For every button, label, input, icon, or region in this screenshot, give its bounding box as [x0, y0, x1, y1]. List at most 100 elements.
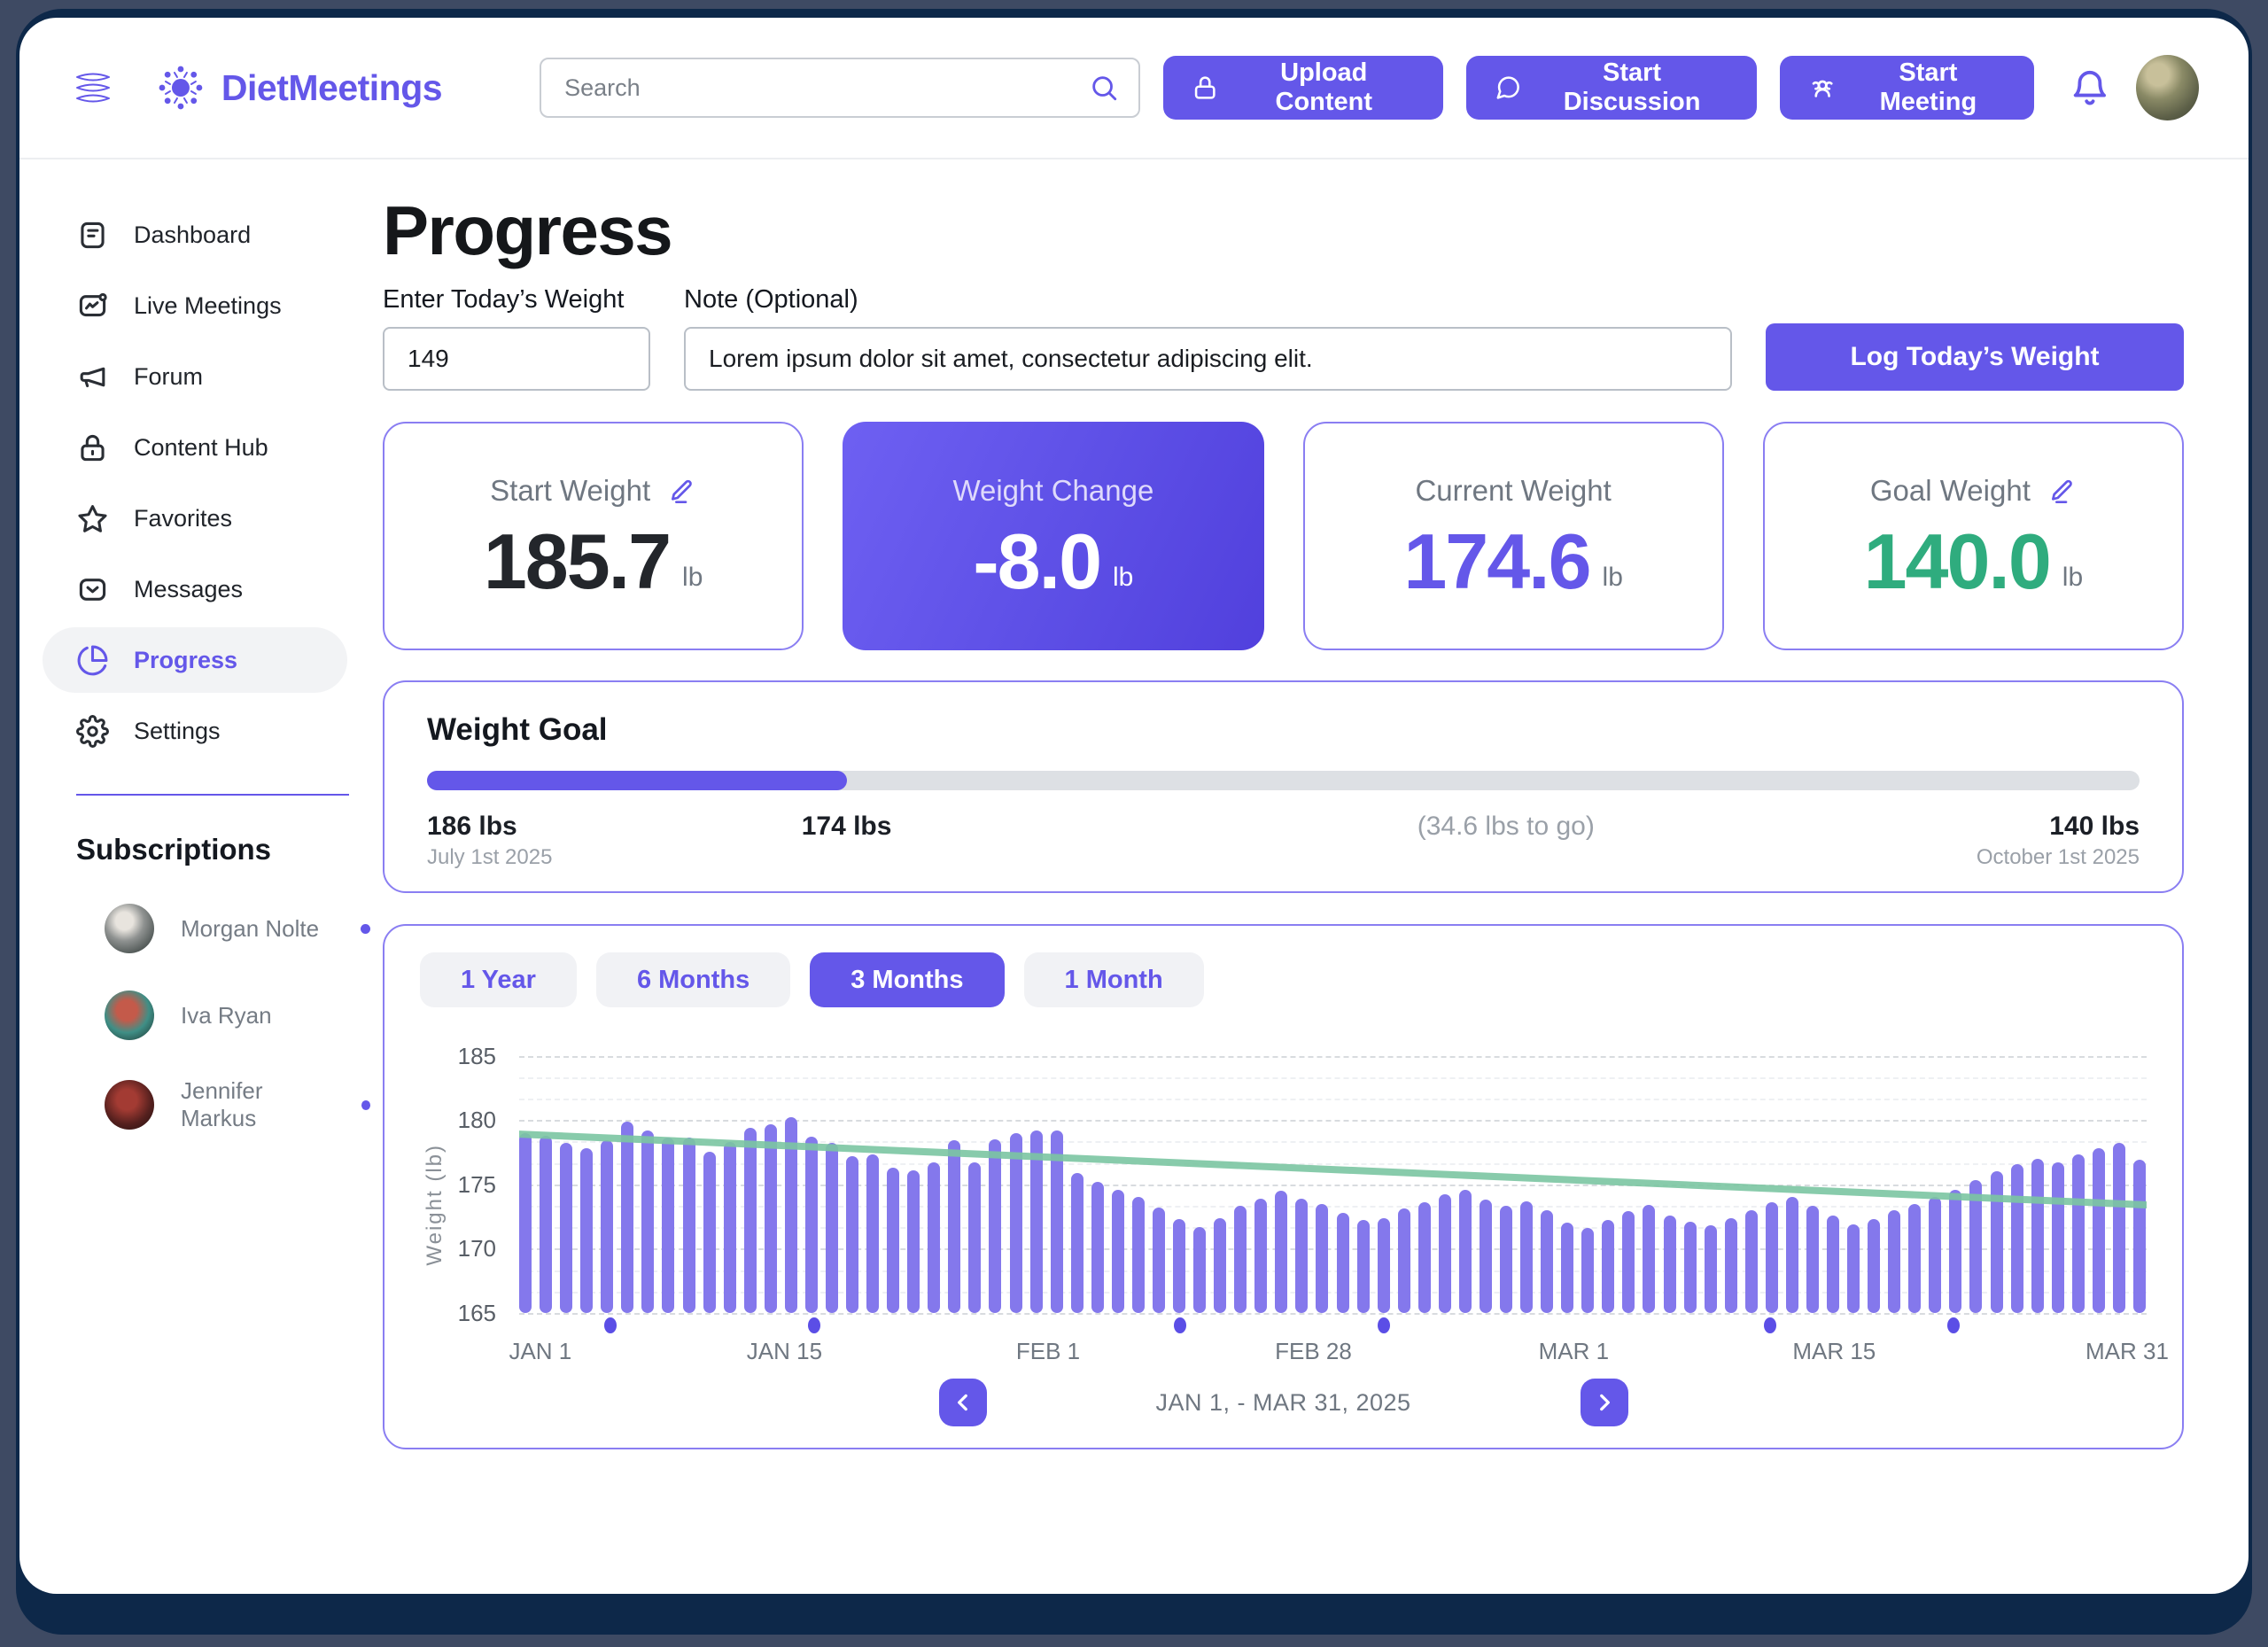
edit-pencil-icon[interactable]: [668, 477, 696, 505]
weight-input-label: Enter Today’s Weight: [383, 285, 625, 314]
next-range-button[interactable]: [1580, 1379, 1628, 1426]
chart-bar: [907, 1169, 920, 1313]
chart-bar: [1724, 1217, 1737, 1313]
note-input[interactable]: [684, 327, 1732, 391]
chart-bar: [1234, 1206, 1247, 1313]
chart-bar: [1908, 1203, 1922, 1313]
chart-range-tabs: 1 Year 6 Months 3 Months 1 Month: [420, 952, 2147, 1007]
chart-bar: [1847, 1224, 1860, 1313]
upload-content-button[interactable]: Upload Content: [1163, 56, 1443, 120]
chevron-right-icon: [1599, 1394, 1610, 1411]
weight-goal-card: Weight Goal 186 lbs 174 lbs (34.6 lbs to…: [383, 680, 2184, 893]
chart-bar: [1500, 1206, 1512, 1313]
chart-bar: [2031, 1158, 2044, 1313]
milestone-dot: [1377, 1317, 1390, 1333]
weight-goal-title: Weight Goal: [427, 712, 608, 747]
goal-weight-card: Goal Weight 140.0 lb: [1762, 422, 2184, 650]
sidebar-item-live-meetings[interactable]: Live Meetings: [43, 273, 347, 338]
tab-3-months[interactable]: 3 Months: [810, 952, 1005, 1007]
app-title: DietMeetings: [221, 66, 443, 108]
user-avatar[interactable]: [2136, 55, 2199, 120]
chart-bar: [540, 1135, 553, 1313]
chart-bar: [580, 1148, 594, 1313]
milestone-dot: [1946, 1317, 1960, 1333]
x-axis-tick: FEB 28: [1275, 1338, 1352, 1364]
search-input[interactable]: [564, 74, 1090, 102]
chart-bar: [1806, 1206, 1819, 1313]
chart-bar: [764, 1123, 777, 1313]
top-bar: DietMeetings Upload Content Start Discus…: [19, 18, 2249, 159]
milestone-dot: [1174, 1317, 1187, 1333]
chart-bar: [1663, 1215, 1676, 1313]
weight-goal-progress-bar: [427, 771, 2140, 790]
x-axis-tick: MAR 1: [1538, 1338, 1610, 1364]
sidebar-item-content-hub[interactable]: Content Hub: [43, 415, 347, 480]
edit-pencil-icon[interactable]: [2048, 477, 2077, 505]
chart-bar: [1316, 1203, 1329, 1313]
sidebar-item-forum[interactable]: Forum: [43, 344, 347, 409]
weight-input[interactable]: [383, 327, 650, 391]
sidebar-item-dashboard[interactable]: Dashboard: [43, 202, 347, 268]
notifications-bell-icon[interactable]: [2070, 66, 2110, 109]
chart-bar: [1581, 1228, 1595, 1313]
pie-chart-icon: [77, 645, 108, 675]
main-content: Progress Enter Today’s Weight Note (Opti…: [383, 161, 2184, 1594]
chart-bar: [2051, 1162, 2064, 1313]
chart-bar: [1683, 1221, 1697, 1313]
x-axis-tick: FEB 1: [1015, 1338, 1081, 1364]
chart-bar: [1704, 1225, 1717, 1313]
hamburger-menu-icon[interactable]: [69, 66, 117, 109]
chart-bar: [1070, 1172, 1084, 1313]
sidebar-divider: [76, 794, 349, 796]
tab-6-months[interactable]: 6 Months: [595, 952, 791, 1007]
sidebar-item-progress[interactable]: Progress: [43, 627, 347, 693]
milestone-dot: [1764, 1317, 1777, 1333]
milestone-dots: [519, 1313, 2147, 1338]
x-axis-tick: JAN 15: [746, 1338, 823, 1364]
chart-pagination: JAN 1, - MAR 31, 2025: [420, 1379, 2147, 1426]
subscription-jennifer-markus[interactable]: Jennifer Markus: [105, 1077, 370, 1132]
chart-bar: [723, 1141, 736, 1313]
chart-bar: [560, 1143, 573, 1313]
chart-bar: [1418, 1202, 1431, 1313]
avatar: [105, 904, 154, 953]
top-actions: Upload Content Start Discussion Start Me…: [1140, 55, 2199, 120]
page-title: Progress: [383, 191, 673, 269]
avatar: [105, 991, 154, 1040]
tab-1-year[interactable]: 1 Year: [420, 952, 577, 1007]
chat-bubble-icon: [1496, 76, 1519, 99]
chart-bar: [1377, 1217, 1390, 1313]
unread-dot: [361, 1099, 370, 1110]
sidebar-item-settings[interactable]: Settings: [43, 698, 347, 764]
sidebar-item-messages[interactable]: Messages: [43, 556, 347, 622]
search-box[interactable]: [540, 58, 1141, 118]
chart-bar: [1356, 1220, 1370, 1313]
chart-bar: [784, 1117, 797, 1313]
log-todays-weight-button[interactable]: Log Today’s Weight: [1766, 323, 2184, 391]
chart-bar: [948, 1140, 961, 1313]
chart-bar: [2071, 1154, 2085, 1313]
chart-bar: [2112, 1143, 2125, 1313]
note-input-label: Note (Optional): [684, 285, 858, 314]
weight-chart: Weight (lb) 185 180 175 170 165 JAN 1 JAN 15 F…: [420, 1043, 2169, 1366]
chart-bar: [989, 1138, 1002, 1313]
chart-bar: [601, 1140, 614, 1313]
current-weight-card: Current Weight 174.6 lb: [1302, 422, 1724, 650]
start-meeting-button[interactable]: Start Meeting: [1779, 56, 2034, 120]
milestone-dot: [604, 1317, 617, 1333]
x-axis-tick: JAN 1: [509, 1338, 572, 1364]
app-logo-icon: [159, 66, 203, 110]
goal-current-weight: 174 lbs: [801, 812, 892, 841]
chart-plot: 185 180 175 170 165: [458, 1043, 2147, 1326]
search-icon[interactable]: [1089, 73, 1119, 103]
tab-1-month[interactable]: 1 Month: [1023, 952, 1204, 1007]
goal-target-date: October 1st 2025: [1976, 845, 2140, 869]
sidebar-item-favorites[interactable]: Favorites: [43, 486, 347, 551]
chart-bar: [1868, 1218, 1881, 1313]
previous-range-button[interactable]: [938, 1379, 987, 1426]
start-discussion-button[interactable]: Start Discussion: [1465, 56, 1757, 120]
subscription-iva-ryan[interactable]: Iva Ryan: [105, 991, 370, 1040]
y-axis-tick: 180: [457, 1107, 496, 1134]
chart-bar: [1050, 1130, 1063, 1313]
subscription-morgan-nolte[interactable]: Morgan Nolte: [105, 904, 370, 953]
